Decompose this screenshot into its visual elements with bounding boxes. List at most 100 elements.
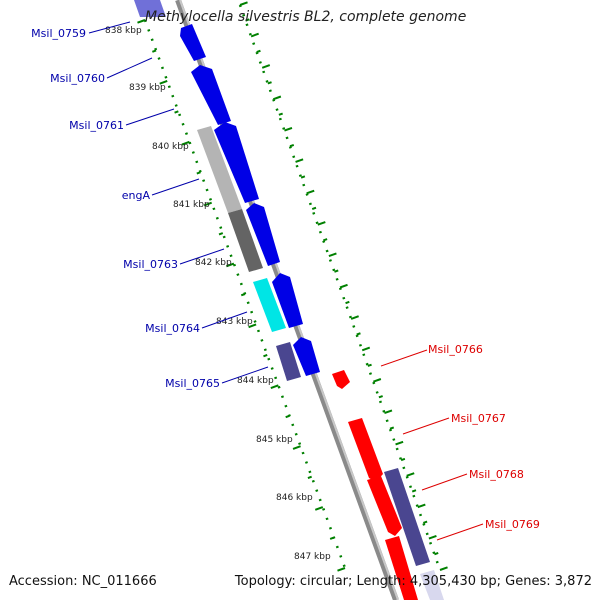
gene-msil-0767[interactable] — [348, 418, 383, 482]
ring-tick — [417, 503, 426, 509]
ring-tick — [270, 384, 279, 390]
kbp-tick-label: 838 kbp — [105, 26, 142, 36]
ring-tick — [240, 293, 246, 297]
ring-tick — [278, 112, 283, 116]
kbp-tick-label: 844 kbp — [237, 376, 274, 386]
ring-tick — [245, 18, 250, 22]
label-leader-line — [106, 57, 153, 79]
ring-tick — [378, 395, 383, 399]
ring-tick — [345, 300, 350, 305]
ring-tick — [300, 175, 306, 179]
ring-tick — [239, 1, 248, 6]
label-leader-line — [221, 366, 269, 384]
label-leader-line — [125, 108, 175, 126]
ring-tick — [307, 475, 313, 479]
ring-tick — [350, 315, 359, 320]
ring-tick — [356, 332, 361, 336]
gene-label-msil-0763[interactable]: Msil_0763 — [123, 258, 178, 271]
gene-msil-0763[interactable] — [246, 203, 280, 266]
label-leader-line — [402, 417, 450, 435]
ring-tick — [256, 49, 261, 54]
kbp-tick-label: 841 kbp — [173, 200, 210, 210]
gene-msil-0759[interactable] — [134, 0, 166, 17]
label-leader-line — [201, 311, 248, 329]
ring-tick — [285, 414, 290, 419]
gene-label-msil-0764[interactable]: Msil_0764 — [145, 322, 200, 335]
ring-tick — [439, 566, 448, 571]
gene-label-msil-0761[interactable]: Msil_0761 — [69, 119, 124, 132]
label-leader-line — [151, 178, 200, 196]
label-leader-line — [380, 349, 428, 367]
gene-rna[interactable] — [197, 126, 242, 213]
gene-msil-0764-cyan[interactable] — [253, 278, 286, 332]
kbp-tick-label: 840 kbp — [152, 142, 189, 152]
ring-tick — [196, 171, 201, 175]
ring-tick — [174, 110, 179, 114]
gene-msil-0768[interactable] — [367, 476, 402, 536]
gene-msil-0769[interactable] — [385, 536, 418, 600]
inner-ring-tick-marks — [137, 19, 346, 572]
gene-label-msil-0759[interactable]: Msil_0759 — [31, 27, 86, 40]
gene-msil-0766[interactable] — [332, 370, 350, 389]
map-title: Methylocella silvestris BL2, complete ge… — [145, 9, 467, 25]
gene-enga-forward[interactable] — [214, 122, 259, 203]
ring-tick — [314, 506, 324, 511]
gene-msil-0761[interactable] — [191, 65, 231, 125]
ring-tick — [428, 534, 437, 540]
ring-tick — [306, 189, 315, 195]
gene-label-msil-0768[interactable]: Msil_0768 — [469, 468, 524, 481]
gene-label-msil-0765[interactable]: Msil_0765 — [165, 377, 220, 390]
ring-tick — [322, 238, 328, 242]
ring-tick — [292, 445, 301, 450]
kbp-tick-label: 847 kbp — [294, 552, 331, 562]
kbp-tick-label: 845 kbp — [256, 435, 293, 445]
gene-enga[interactable] — [228, 209, 263, 272]
gene-label-enga[interactable]: engA — [122, 189, 151, 202]
ring-tick — [384, 409, 393, 414]
ring-tick — [152, 49, 157, 53]
ring-tick — [337, 567, 346, 572]
ring-tick — [181, 140, 190, 146]
ring-tick — [339, 283, 348, 289]
ring-tick — [226, 262, 235, 268]
outer-ring-tick-marks — [239, 1, 448, 571]
ring-tick — [372, 378, 382, 383]
ring-tick — [395, 440, 404, 446]
label-leader-line — [436, 523, 484, 541]
ring-tick — [311, 206, 317, 210]
gene-msil-0768-pseudo[interactable] — [384, 468, 430, 566]
ring-tick — [261, 64, 271, 69]
gene-msil-0764[interactable] — [272, 273, 303, 328]
label-leader-line — [421, 473, 468, 491]
ring-tick — [289, 143, 295, 148]
kbp-tick-label: 842 kbp — [195, 258, 232, 268]
ring-tick — [159, 79, 168, 85]
gene-label-msil-0767[interactable]: Msil_0767 — [451, 412, 506, 425]
gene-msil-0760[interactable] — [180, 24, 206, 61]
gene-label-msil-0760[interactable]: Msil_0760 — [50, 72, 105, 85]
ring-tick — [367, 363, 372, 367]
ring-tick — [137, 19, 146, 24]
label-leader-line — [88, 21, 131, 34]
ring-tick — [263, 353, 268, 358]
ring-tick — [411, 489, 417, 493]
gene-label-msil-0766[interactable]: Msil_0766 — [428, 343, 483, 356]
ring-tick — [400, 457, 406, 462]
ring-tick — [267, 81, 272, 85]
gene-msil-0769-pseudo[interactable] — [420, 570, 444, 600]
kbp-tick-label: 843 kbp — [216, 317, 253, 327]
label-leader-line — [179, 248, 225, 265]
ring-tick — [317, 221, 326, 226]
kbp-tick-label: 839 kbp — [129, 83, 166, 93]
ring-tick — [406, 472, 415, 477]
gene-msil-0765[interactable] — [293, 337, 320, 376]
ring-tick — [422, 520, 428, 524]
ring-tick — [250, 32, 259, 38]
gene-msil-0765-pseudo[interactable] — [276, 342, 301, 381]
ring-tick — [203, 201, 213, 207]
ring-tick — [272, 95, 282, 101]
ring-tick — [295, 158, 304, 163]
ring-tick — [334, 269, 339, 273]
gene-label-msil-0769[interactable]: Msil_0769 — [485, 518, 540, 531]
